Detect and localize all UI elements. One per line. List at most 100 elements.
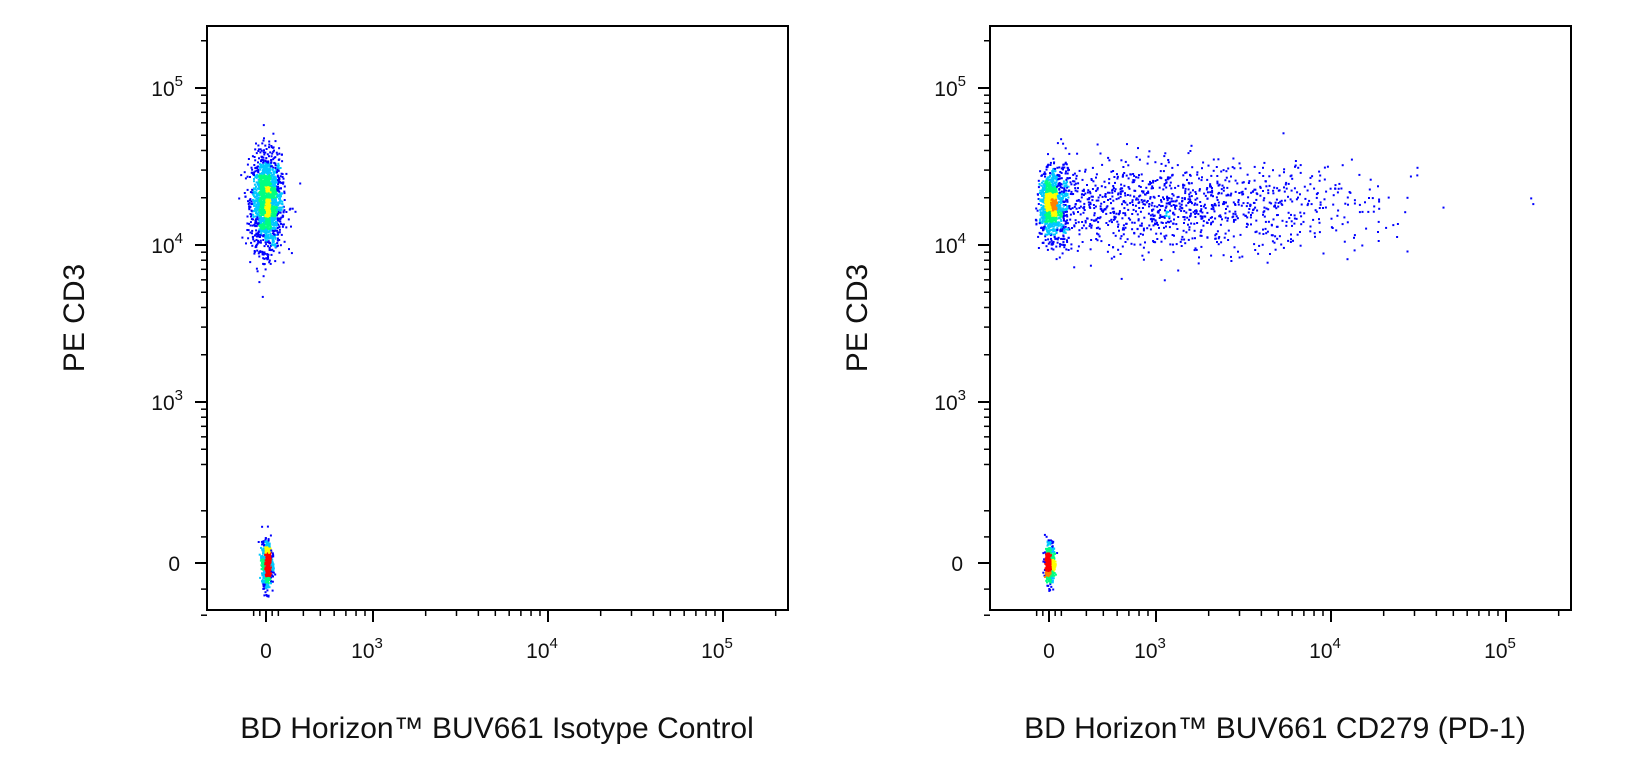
event-dot bbox=[250, 215, 252, 218]
event-dot bbox=[1297, 166, 1300, 169]
event-dot bbox=[269, 558, 272, 560]
event-dot bbox=[262, 234, 265, 237]
event-dot bbox=[1071, 207, 1074, 210]
event-dot bbox=[262, 205, 265, 208]
event-dot bbox=[1204, 207, 1207, 210]
event-dot bbox=[1157, 210, 1160, 213]
event-dot bbox=[1056, 185, 1058, 188]
event-dot bbox=[264, 206, 267, 209]
event-dot bbox=[1053, 200, 1056, 202]
event-dot bbox=[1040, 208, 1042, 211]
event-dot bbox=[267, 176, 270, 179]
event-dot bbox=[1287, 211, 1290, 214]
event-dot bbox=[1059, 191, 1061, 194]
event-dot bbox=[1131, 199, 1134, 202]
event-dot bbox=[1121, 203, 1123, 206]
event-dot bbox=[1078, 207, 1081, 209]
event-dot bbox=[1175, 204, 1178, 207]
event-dot bbox=[1293, 217, 1296, 220]
event-dot bbox=[1139, 224, 1142, 227]
event-dot bbox=[260, 166, 263, 169]
event-dot bbox=[261, 156, 264, 159]
event-dot bbox=[269, 177, 272, 179]
event-dot bbox=[1188, 218, 1190, 221]
event-dot bbox=[262, 558, 265, 561]
event-dot bbox=[1088, 203, 1091, 206]
event-dot bbox=[267, 231, 270, 234]
event-dot bbox=[1050, 181, 1053, 184]
event-dot bbox=[254, 187, 257, 190]
event-dot bbox=[258, 175, 261, 178]
event-dot bbox=[262, 574, 265, 577]
event-dot bbox=[250, 166, 253, 169]
event-dot bbox=[1096, 216, 1099, 219]
event-dot bbox=[1045, 245, 1048, 248]
event-dot bbox=[1054, 220, 1057, 223]
event-dot bbox=[1051, 201, 1054, 204]
event-dot bbox=[1294, 165, 1296, 168]
event-dot bbox=[1067, 196, 1070, 199]
event-dot bbox=[1279, 200, 1282, 203]
event-dot bbox=[263, 544, 265, 547]
event-dot bbox=[248, 222, 250, 225]
event-dot bbox=[262, 576, 265, 579]
event-dot bbox=[1116, 175, 1119, 178]
event-dot bbox=[250, 218, 253, 221]
event-dot bbox=[264, 568, 267, 571]
event-dot bbox=[1225, 194, 1228, 197]
event-dot bbox=[274, 234, 276, 237]
event-dot bbox=[282, 181, 285, 184]
event-dot bbox=[1252, 190, 1255, 193]
event-dot bbox=[1149, 196, 1152, 199]
event-dot bbox=[262, 565, 265, 568]
event-dot bbox=[257, 204, 260, 207]
event-dot bbox=[1043, 216, 1046, 219]
event-dot bbox=[277, 208, 280, 211]
event-dot bbox=[264, 195, 267, 198]
event-dot bbox=[1253, 179, 1256, 182]
event-dot bbox=[276, 209, 279, 212]
event-dot bbox=[1173, 234, 1175, 237]
event-dot bbox=[270, 159, 273, 162]
event-dot bbox=[273, 156, 276, 159]
event-dot bbox=[1060, 229, 1063, 232]
event-dot bbox=[1261, 243, 1264, 246]
event-dot bbox=[265, 594, 268, 596]
event-dot bbox=[1131, 201, 1134, 204]
event-dot bbox=[1159, 208, 1161, 211]
event-dot bbox=[1052, 229, 1055, 232]
event-dot bbox=[1262, 211, 1265, 214]
event-dot bbox=[267, 538, 270, 541]
event-dot bbox=[1249, 205, 1252, 208]
event-dot bbox=[1088, 225, 1091, 228]
event-dot bbox=[1135, 156, 1138, 159]
event-dot bbox=[1163, 155, 1166, 158]
event-dot bbox=[1285, 187, 1288, 190]
event-dot bbox=[1284, 183, 1287, 186]
event-dot bbox=[1323, 178, 1326, 181]
event-dot bbox=[1053, 161, 1056, 164]
event-dot bbox=[1263, 206, 1266, 209]
event-dot bbox=[1052, 225, 1055, 228]
event-dot bbox=[274, 229, 277, 232]
event-dot bbox=[273, 233, 276, 236]
event-dot bbox=[1144, 203, 1147, 206]
event-dot bbox=[256, 270, 259, 273]
event-dot bbox=[1096, 232, 1098, 235]
event-dot bbox=[1265, 232, 1268, 235]
event-dot bbox=[1184, 187, 1187, 190]
event-dot bbox=[1262, 190, 1264, 192]
event-dot bbox=[1155, 222, 1158, 225]
event-dot bbox=[1100, 185, 1103, 188]
event-dot bbox=[1200, 234, 1203, 237]
event-dot bbox=[1237, 203, 1240, 206]
event-dot bbox=[1041, 189, 1044, 192]
event-dot bbox=[1334, 184, 1337, 187]
event-dot bbox=[261, 176, 264, 179]
event-dot bbox=[1132, 173, 1135, 175]
event-dot bbox=[1168, 217, 1171, 220]
event-dot bbox=[262, 583, 265, 586]
event-dot bbox=[271, 220, 274, 223]
event-dot bbox=[1052, 173, 1054, 176]
event-dot bbox=[274, 196, 277, 199]
